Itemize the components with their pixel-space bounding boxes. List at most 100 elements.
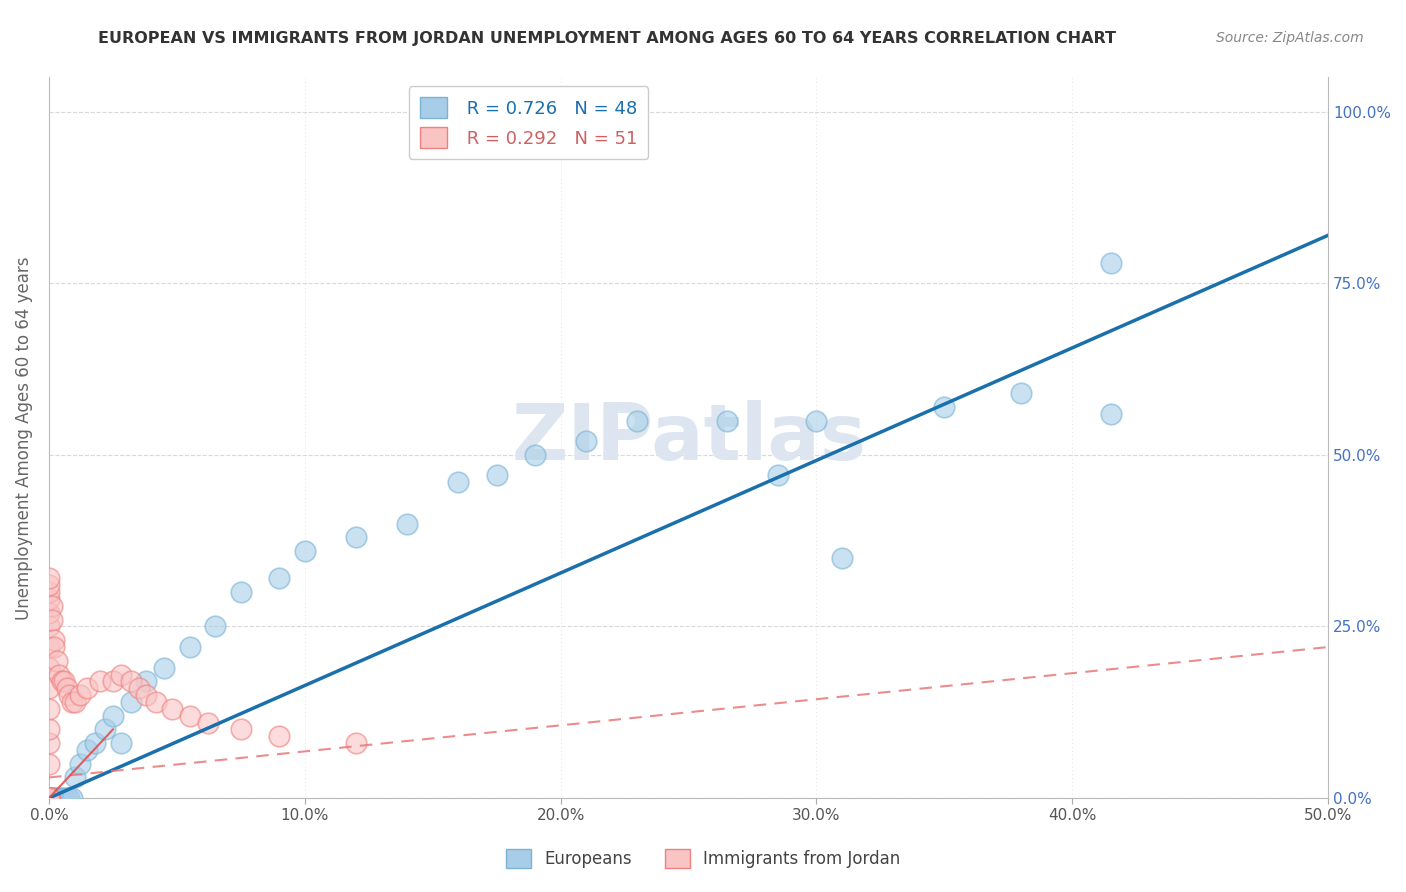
Point <box>53 674 76 689</box>
Point <box>38 606 60 620</box>
Point <box>766 468 789 483</box>
Point <box>53 791 76 805</box>
Point <box>101 674 124 689</box>
Point <box>38 791 60 805</box>
Point <box>38 619 60 633</box>
Point <box>524 448 547 462</box>
Point <box>60 791 83 805</box>
Point <box>120 695 142 709</box>
Text: Source: ZipAtlas.com: Source: ZipAtlas.com <box>1216 31 1364 45</box>
Point <box>41 791 63 805</box>
Point <box>269 729 291 743</box>
Point <box>58 688 80 702</box>
Point <box>60 695 83 709</box>
Point <box>38 592 60 607</box>
Point <box>94 723 117 737</box>
Point <box>48 667 70 681</box>
Point <box>110 667 132 681</box>
Point <box>42 633 65 648</box>
Point <box>76 743 98 757</box>
Legend:  R = 0.726   N = 48,  R = 0.292   N = 51: R = 0.726 N = 48, R = 0.292 N = 51 <box>409 87 648 159</box>
Point <box>56 681 79 696</box>
Point <box>38 791 60 805</box>
Point <box>76 681 98 696</box>
Point <box>38 791 60 805</box>
Point <box>294 544 316 558</box>
Point <box>38 736 60 750</box>
Point <box>38 791 60 805</box>
Point <box>38 756 60 771</box>
Point <box>51 791 73 805</box>
Point <box>1099 256 1122 270</box>
Point <box>229 585 252 599</box>
Point <box>716 414 738 428</box>
Point <box>69 688 91 702</box>
Point <box>51 674 73 689</box>
Point <box>120 674 142 689</box>
Point <box>48 791 70 805</box>
Point <box>145 695 167 709</box>
Point <box>38 791 60 805</box>
Point <box>575 434 598 449</box>
Point <box>63 695 86 709</box>
Point <box>101 708 124 723</box>
Point <box>42 791 65 805</box>
Point <box>179 640 201 654</box>
Point <box>396 516 419 531</box>
Point <box>38 791 60 805</box>
Point <box>38 791 60 805</box>
Point <box>38 681 60 696</box>
Point <box>269 571 291 585</box>
Text: ZIPatlas: ZIPatlas <box>510 400 866 475</box>
Point <box>38 702 60 716</box>
Point <box>110 736 132 750</box>
Point <box>38 791 60 805</box>
Point <box>38 578 60 592</box>
Text: EUROPEAN VS IMMIGRANTS FROM JORDAN UNEMPLOYMENT AMONG AGES 60 TO 64 YEARS CORREL: EUROPEAN VS IMMIGRANTS FROM JORDAN UNEMP… <box>98 31 1116 46</box>
Point <box>41 613 63 627</box>
Point <box>229 723 252 737</box>
Point <box>45 654 67 668</box>
Point <box>179 708 201 723</box>
Point <box>41 599 63 613</box>
Point <box>204 619 226 633</box>
Point <box>42 640 65 654</box>
Point <box>58 791 80 805</box>
Point <box>135 674 157 689</box>
Point <box>806 414 828 428</box>
Point <box>84 736 107 750</box>
Point <box>344 736 367 750</box>
Point <box>38 640 60 654</box>
Point <box>160 702 183 716</box>
Point <box>934 400 956 414</box>
Point <box>42 791 65 805</box>
Y-axis label: Unemployment Among Ages 60 to 64 years: Unemployment Among Ages 60 to 64 years <box>15 256 32 620</box>
Point <box>38 791 60 805</box>
Point <box>38 791 60 805</box>
Point <box>197 715 219 730</box>
Point <box>38 791 60 805</box>
Point <box>38 791 60 805</box>
Point <box>38 571 60 585</box>
Point <box>1099 407 1122 421</box>
Point <box>485 468 508 483</box>
Point <box>38 661 60 675</box>
Point <box>89 674 111 689</box>
Point <box>38 791 60 805</box>
Point <box>1010 386 1032 401</box>
Point <box>344 530 367 544</box>
Point <box>626 414 648 428</box>
Point <box>831 550 853 565</box>
Point <box>41 791 63 805</box>
Point <box>447 475 470 490</box>
Point <box>63 771 86 785</box>
Point <box>38 585 60 599</box>
Point <box>38 791 60 805</box>
Point <box>38 791 60 805</box>
Point <box>38 791 60 805</box>
Point <box>128 681 150 696</box>
Point <box>38 791 60 805</box>
Point <box>135 688 157 702</box>
Legend: Europeans, Immigrants from Jordan: Europeans, Immigrants from Jordan <box>499 842 907 875</box>
Point <box>69 756 91 771</box>
